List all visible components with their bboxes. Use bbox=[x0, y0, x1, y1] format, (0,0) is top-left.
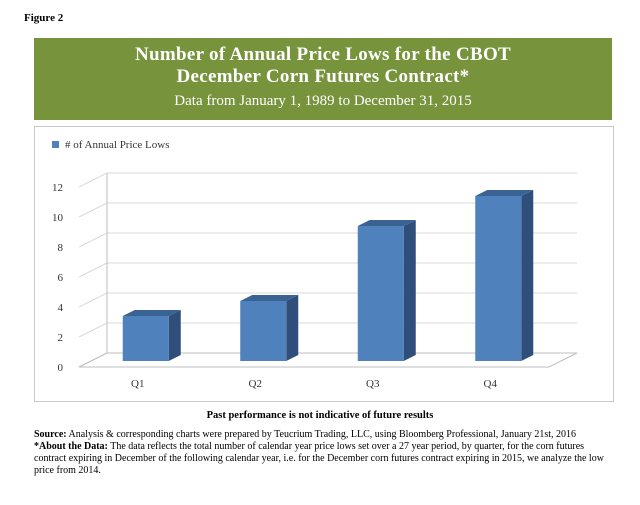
bar-top bbox=[357, 220, 416, 226]
disclaimer: Past performance is not indicative of fu… bbox=[206, 410, 434, 421]
y-tick-label: 0 bbox=[58, 362, 64, 374]
source-note: Source: Analysis & corresponding charts … bbox=[34, 429, 614, 441]
y-tick-label: 8 bbox=[58, 242, 64, 254]
source-text: Analysis & corresponding charts were pre… bbox=[66, 429, 577, 440]
bar-top bbox=[122, 310, 181, 316]
legend-label: # of Annual Price Lows bbox=[65, 139, 169, 151]
chart-area: # of Annual Price Lows 0 2 4 6 8 10 12 Q1 Q2 Q3 Q4 bbox=[34, 126, 614, 402]
about-label: *About the Data: bbox=[34, 441, 108, 452]
bar-q4 bbox=[475, 196, 522, 361]
about-note: *About the Data: The data reflects the t… bbox=[34, 441, 614, 477]
side-gridline bbox=[78, 322, 108, 338]
side-gridline bbox=[78, 232, 108, 248]
y-tick-label: 2 bbox=[58, 332, 64, 344]
y-tick-label: 4 bbox=[58, 302, 64, 314]
y-tick-label: 6 bbox=[58, 272, 64, 284]
x-tick-label: Q1 bbox=[131, 378, 144, 390]
source-label: Source: bbox=[34, 429, 67, 440]
legend-swatch bbox=[52, 141, 59, 148]
chart-title-line2: December Corn Futures Contract* bbox=[176, 66, 470, 87]
bar-side bbox=[403, 220, 416, 361]
bar-q2 bbox=[240, 301, 287, 361]
side-gridline bbox=[78, 202, 108, 218]
title-banner: Number of Annual Price Lows for the CBOT… bbox=[34, 38, 612, 120]
footnotes: Source: Analysis & corresponding charts … bbox=[34, 429, 614, 477]
chart-floor bbox=[78, 352, 578, 368]
y-tick-label: 10 bbox=[52, 212, 64, 224]
x-tick-label: Q2 bbox=[249, 378, 262, 390]
chart-title-line1: Number of Annual Price Lows for the CBOT bbox=[135, 44, 511, 65]
side-gridline bbox=[78, 262, 108, 278]
bar-top bbox=[475, 190, 534, 196]
bar-side bbox=[168, 310, 181, 361]
bar-side bbox=[521, 190, 534, 361]
bar-q3 bbox=[357, 226, 404, 361]
bar-chart: # of Annual Price Lows 0 2 4 6 8 10 12 Q1 Q2 Q3 Q4 bbox=[52, 139, 578, 390]
y-tick-label: 12 bbox=[52, 182, 63, 194]
bar-top bbox=[240, 295, 299, 301]
figure-label: Figure 2 bbox=[24, 12, 64, 24]
side-gridline bbox=[78, 172, 108, 188]
chart-subtitle: Data from January 1, 1989 to December 31… bbox=[174, 93, 472, 109]
bar-q1 bbox=[122, 316, 169, 361]
x-tick-label: Q3 bbox=[366, 378, 380, 390]
bar-side bbox=[286, 295, 299, 361]
about-text: The data reflects the total number of ca… bbox=[34, 441, 604, 476]
x-tick-label: Q4 bbox=[484, 378, 498, 390]
side-gridline bbox=[78, 292, 108, 308]
